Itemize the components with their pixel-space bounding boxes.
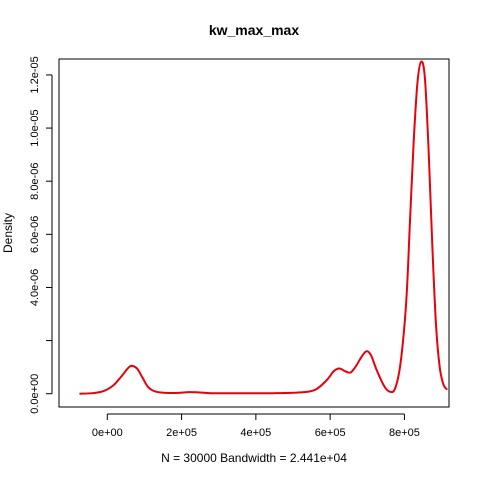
- y-axis: 0.0e+00 4.0e-06 6.0e-06 8.0e-06 1.0e-05 1.2e-…: [29, 56, 53, 414]
- x-axis: 0e+00 2e+05 4e+05 6e+05 8e+05: [92, 413, 420, 439]
- y-tick-label: 8.0e-06: [29, 163, 41, 200]
- x-tick-label: 0e+00: [92, 427, 123, 439]
- y-tick-label: 4.0e-06: [29, 269, 41, 306]
- y-tick-label: 6.0e-06: [29, 216, 41, 253]
- y-tick-label: 1.2e-05: [29, 56, 41, 93]
- x-axis-label: N = 30000 Bandwidth = 2.441e+04: [161, 451, 347, 465]
- y-axis-label: Density: [1, 213, 15, 253]
- x-tick-label: 2e+05: [166, 427, 197, 439]
- plot-frame: [58, 58, 450, 408]
- chart-title: kw_max_max: [209, 22, 300, 38]
- x-tick-label: 8e+05: [389, 427, 420, 439]
- x-tick-label: 6e+05: [315, 427, 346, 439]
- y-tick-label: 1.0e-05: [29, 109, 41, 146]
- x-tick-label: 4e+05: [240, 427, 271, 439]
- y-tick-label: 0.0e+00: [29, 374, 41, 414]
- series-line: [79, 60, 448, 395]
